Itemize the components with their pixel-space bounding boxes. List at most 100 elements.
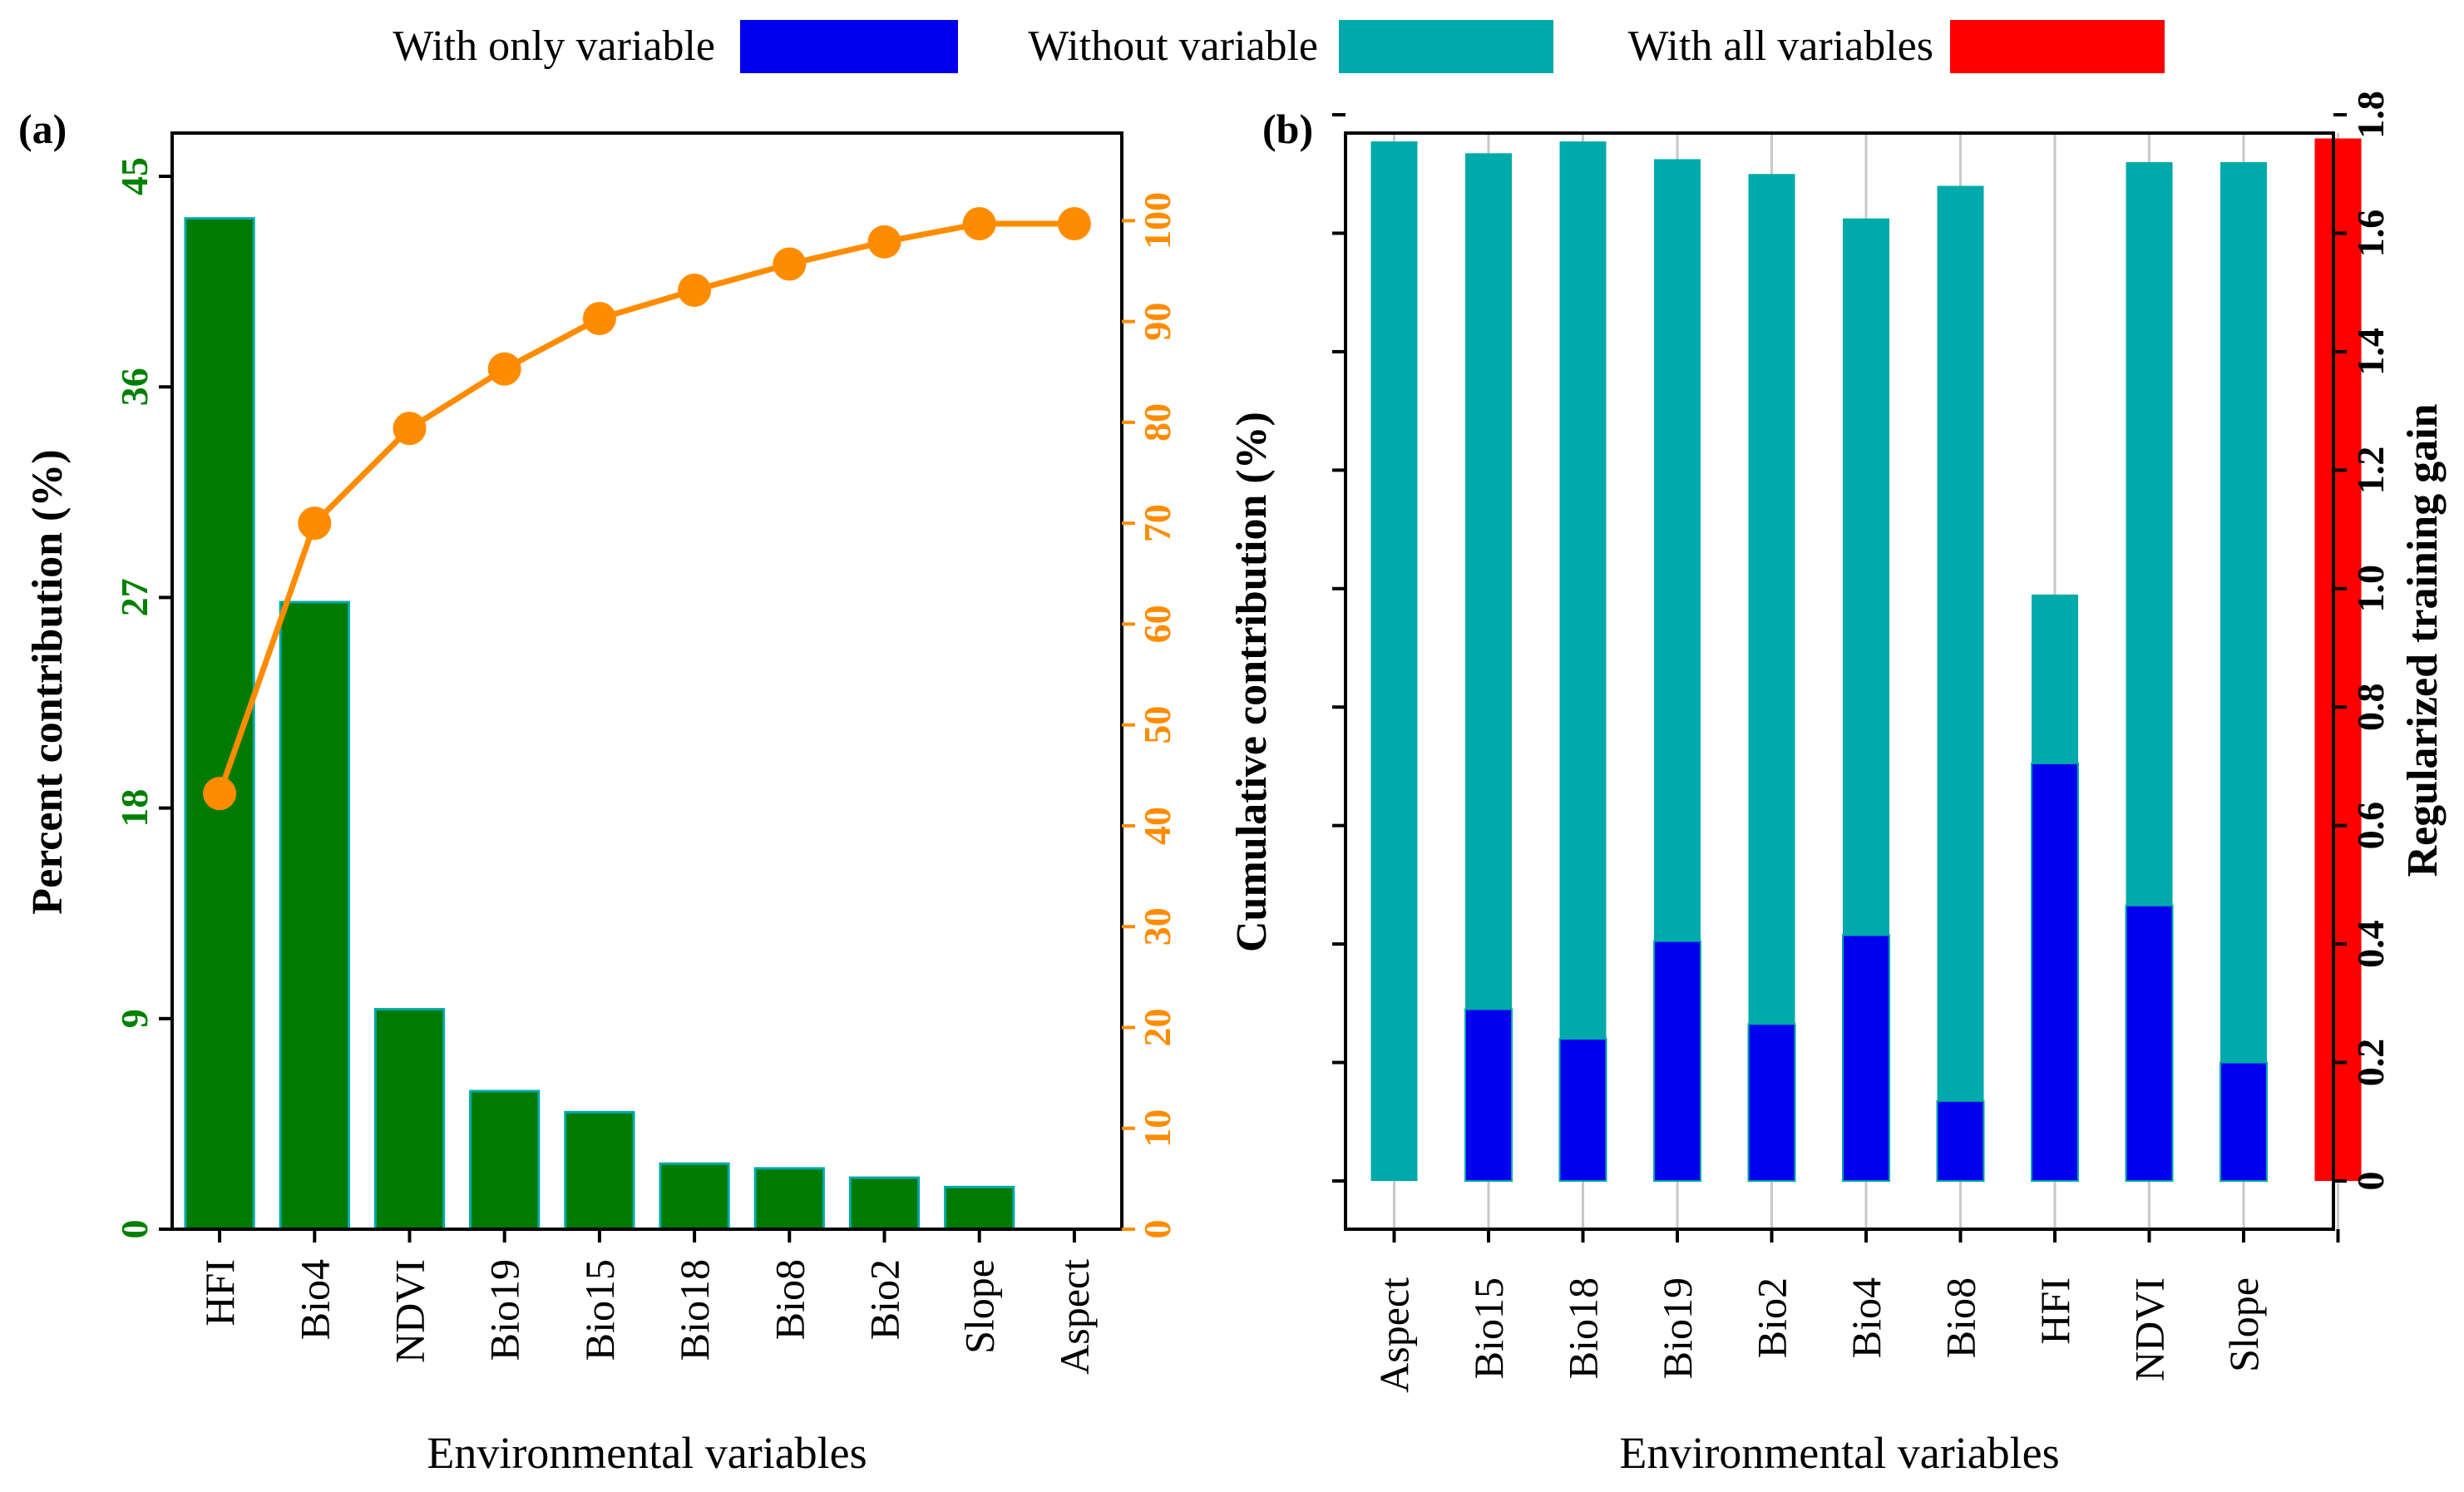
right-tick-label: 100 [1136, 192, 1178, 249]
x-tick-label-slope: Slope [956, 1259, 1003, 1354]
cumulative-point-bio4 [298, 506, 332, 541]
only-variable-bar-bio8 [1936, 1099, 1985, 1182]
without-variable-bar-aspect [1370, 141, 1418, 1181]
legend-label-only: With only variable [393, 22, 715, 70]
percent-bar-bio4 [279, 600, 350, 1231]
right-tick-label: 0.2 [2349, 1039, 2392, 1087]
x-tick-label-bio8: Bio8 [1938, 1277, 1984, 1358]
right-tick-label: 0.6 [2349, 802, 2392, 850]
panel-b-chart: 0 0.2 0.4 0.6 0.8 1.0 1.2 1.4 1.6 1.8 Aspect Bio15… [1332, 91, 2447, 1478]
x-tick-label-hfi: HFI [2032, 1277, 2078, 1345]
right-tick-label: 1.8 [2349, 91, 2392, 139]
panel-b-y-axis-title: Regularized training gain [2399, 403, 2447, 877]
panel-b-x-axis-title: Environmental variables [1619, 1428, 2059, 1478]
right-tick-label: 0 [1136, 1220, 1178, 1239]
right-tick-label: 40 [1136, 807, 1178, 845]
x-tick-label-bio15: Bio15 [1465, 1277, 1512, 1379]
cumulative-point-bio15 [582, 301, 616, 335]
without-variable-bar-bio18 [1559, 141, 1607, 1181]
left-tick-label: 18 [113, 789, 156, 828]
only-variable-bar-ndvi [2125, 904, 2174, 1182]
x-tick-label-bio18: Bio18 [1560, 1277, 1607, 1379]
x-tick-label-bio4: Bio4 [1843, 1277, 1889, 1358]
right-tick-label: 1.0 [2349, 565, 2392, 613]
panel-a-frame [170, 131, 1123, 1231]
x-tick-label-bio15: Bio15 [576, 1259, 623, 1361]
percent-bar-bio2 [848, 1176, 921, 1231]
cumulative-line [216, 220, 1074, 795]
x-tick-label-slope: Slope [2220, 1277, 2267, 1372]
panel-a-bars [184, 217, 1015, 1231]
percent-bar-slope [944, 1185, 1015, 1231]
all-variables-bar [2314, 138, 2362, 1181]
legend-swatch-all [1950, 20, 2165, 73]
panel-b-x-axis: Aspect Bio15 Bio18 Bio19 Bio2 Bio4 Bio8 HFI NDVI… [1371, 1229, 2340, 1393]
x-tick-label-bio2: Bio2 [1749, 1277, 1795, 1358]
only-variable-bar-hfi [2031, 762, 2079, 1183]
x-tick-label-bio2: Bio2 [862, 1259, 908, 1340]
without-variable-bar-bio8 [1937, 185, 1984, 1181]
right-tick-label: 0.8 [2349, 683, 2392, 731]
without-variable-bar-slope [2220, 161, 2267, 1181]
only-variable-bar-slope [2220, 1061, 2268, 1182]
cumulative-point-ndvi [393, 412, 427, 446]
panel-a-y-axis-title: Percent contribution (%) [24, 449, 72, 914]
x-tick-label-bio19: Bio19 [1654, 1277, 1701, 1379]
right-tick-label: 70 [1136, 504, 1178, 542]
cumulative-points [203, 206, 1091, 811]
right-tick-label: 0 [2349, 1172, 2392, 1191]
right-tick-label: 0.4 [2349, 920, 2392, 968]
left-tick-label: 36 [113, 368, 156, 406]
panel-a-x-axis-title: Environmental variables [427, 1428, 867, 1478]
x-tick-label-bio18: Bio18 [671, 1259, 718, 1361]
right-tick-label: 80 [1136, 403, 1178, 442]
percent-bar-bio15 [564, 1110, 635, 1231]
right-tick-label: 1.4 [2349, 328, 2392, 376]
without-variable-bar-bio2 [1748, 174, 1795, 1182]
legend-swatch-only [740, 20, 958, 73]
percent-bar-bio18 [659, 1162, 730, 1231]
left-tick-label: 45 [113, 157, 156, 195]
x-tick-label-ndvi: NDVI [387, 1259, 433, 1363]
left-tick-label: 9 [113, 1009, 156, 1028]
right-tick-label: 90 [1136, 303, 1178, 341]
only-variable-bar-bio2 [1747, 1023, 1796, 1182]
x-tick-label-aspect: Aspect [1371, 1277, 1418, 1393]
cumulative-point-bio19 [487, 352, 521, 386]
right-tick-label: 60 [1136, 605, 1178, 643]
panel-a-label: (a) [18, 106, 67, 152]
percent-bar-bio19 [469, 1089, 541, 1231]
x-tick-label-bio4: Bio4 [291, 1259, 338, 1340]
right-tick-label: 1.6 [2349, 210, 2392, 258]
right-tick-label: 30 [1136, 907, 1178, 946]
only-variable-bar-bio15 [1464, 1008, 1513, 1183]
panel-a-right-axis: 0 10 20 30 40 50 60 70 80 90 100 [1122, 192, 1178, 1239]
cumulative-point-bio18 [678, 274, 712, 308]
left-tick-label: 0 [113, 1220, 156, 1239]
x-tick-label-bio8: Bio8 [766, 1259, 812, 1340]
right-tick-label: 50 [1136, 706, 1178, 744]
panel-a-left-axis: 0 9 18 27 36 45 [113, 157, 172, 1239]
panel-a-y2-axis-title: Cumulative contribution (%) [1228, 412, 1276, 952]
panel-a-chart: 0 9 18 27 36 45 0 10 20 30 40 50 60 70 80 90 100 HFI Bio… [24, 131, 1276, 1478]
right-tick-label: 10 [1136, 1109, 1178, 1148]
only-variable-bar-bio18 [1558, 1038, 1607, 1182]
cumulative-point-aspect [1057, 206, 1091, 240]
only-variable-bar-bio4 [1842, 934, 1890, 1182]
cumulative-point-bio8 [773, 247, 807, 281]
legend: With only variable Without variable With… [393, 20, 2165, 73]
legend-label-without: Without variable [1028, 22, 1318, 70]
cumulative-point-bio2 [867, 225, 901, 259]
legend-swatch-without [1339, 20, 1553, 73]
legend-label-all: With all variables [1627, 22, 1933, 70]
percent-bar-bio8 [753, 1167, 825, 1231]
panel-a-x-axis: HFI Bio4 NDVI Bio19 Bio15 Bio18 Bio8 Bio2 Slope A… [196, 1229, 1098, 1375]
x-tick-label-hfi: HFI [196, 1259, 243, 1326]
cumulative-point-slope [962, 206, 996, 240]
panel-b-bars [1370, 138, 2362, 1183]
panel-b-frame [1344, 131, 2335, 1231]
x-tick-label-bio19: Bio19 [481, 1259, 528, 1361]
only-variable-bar-bio19 [1653, 940, 1701, 1183]
x-tick-label-ndvi: NDVI [2126, 1277, 2173, 1381]
